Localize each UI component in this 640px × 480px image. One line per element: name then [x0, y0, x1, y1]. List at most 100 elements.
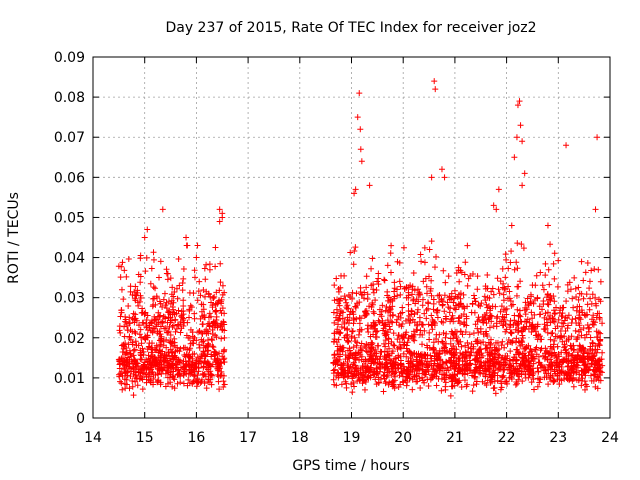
data-point [531, 296, 538, 303]
data-point [487, 305, 494, 312]
data-point [497, 278, 504, 285]
data-point [357, 351, 364, 358]
data-point [152, 285, 159, 292]
data-point [168, 317, 175, 324]
data-point [439, 371, 446, 378]
data-point [167, 346, 174, 353]
data-point [403, 345, 410, 352]
data-point [591, 350, 598, 357]
data-point [118, 286, 125, 293]
data-point [531, 311, 538, 318]
data-point [212, 244, 219, 251]
data-point [500, 291, 507, 298]
data-point [158, 338, 165, 345]
data-point [398, 365, 405, 372]
data-point [423, 369, 430, 376]
data-point [137, 255, 144, 262]
data-point [181, 368, 188, 375]
data-point [157, 258, 164, 265]
data-point [550, 260, 557, 267]
data-point [466, 357, 473, 364]
data-point [576, 322, 583, 329]
data-point [368, 358, 375, 365]
y-tick-label: 0.01 [54, 371, 85, 387]
data-point [159, 303, 166, 310]
data-point [208, 371, 215, 378]
data-point [381, 276, 388, 283]
data-point [490, 323, 497, 330]
data-point [456, 278, 463, 285]
data-point [426, 360, 433, 367]
data-point [373, 328, 380, 335]
data-point [494, 377, 501, 384]
data-point [153, 343, 160, 350]
data-point [436, 361, 443, 368]
data-point [502, 359, 509, 366]
data-point [141, 363, 148, 370]
data-point [477, 328, 484, 335]
data-point [429, 375, 436, 382]
data-point [363, 365, 370, 372]
data-point [497, 386, 504, 393]
data-point [199, 339, 206, 346]
data-point [216, 206, 223, 213]
data-point [589, 291, 596, 298]
data-point [453, 346, 460, 353]
data-point [368, 348, 375, 355]
data-point [504, 340, 511, 347]
data-point [134, 382, 141, 389]
data-point [528, 309, 535, 316]
data-point [543, 370, 550, 377]
data-point [385, 335, 392, 342]
data-point [350, 344, 357, 351]
data-point [515, 329, 522, 336]
data-point [167, 355, 174, 362]
data-point [549, 315, 556, 322]
data-point [493, 346, 500, 353]
data-point [430, 300, 437, 307]
data-point [419, 366, 426, 373]
data-point [580, 295, 587, 302]
data-point [438, 166, 445, 173]
data-point [123, 344, 130, 351]
data-point [497, 308, 504, 315]
data-point [582, 269, 589, 276]
data-point [430, 344, 437, 351]
data-point [569, 316, 576, 323]
data-point [166, 308, 173, 315]
data-point [534, 383, 541, 390]
data-point [548, 358, 555, 365]
data-point [128, 353, 135, 360]
data-point [156, 298, 163, 305]
data-point [356, 90, 363, 97]
data-point [350, 308, 357, 315]
data-point [394, 316, 401, 323]
data-point [469, 300, 476, 307]
data-point [159, 367, 166, 374]
data-point [143, 320, 150, 327]
data-point [576, 290, 583, 297]
data-point [404, 378, 411, 385]
data-point [572, 327, 579, 334]
data-point [462, 355, 469, 362]
data-point [515, 325, 522, 332]
data-point [349, 328, 356, 335]
data-point [588, 361, 595, 368]
data-point [175, 255, 182, 262]
data-point [164, 276, 171, 283]
data-point [482, 345, 489, 352]
data-point [161, 358, 168, 365]
data-point [202, 293, 209, 300]
data-point [373, 353, 380, 360]
data-point [378, 308, 385, 315]
data-point [203, 261, 210, 268]
data-point [596, 341, 603, 348]
data-point [596, 310, 603, 317]
data-point [409, 366, 416, 373]
data-point [506, 370, 513, 377]
data-point [219, 353, 226, 360]
data-point [345, 372, 352, 379]
data-point [438, 387, 445, 394]
data-point [186, 347, 193, 354]
data-point [209, 343, 216, 350]
